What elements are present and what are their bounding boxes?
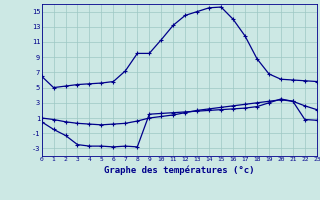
- X-axis label: Graphe des températures (°c): Graphe des températures (°c): [104, 165, 254, 175]
